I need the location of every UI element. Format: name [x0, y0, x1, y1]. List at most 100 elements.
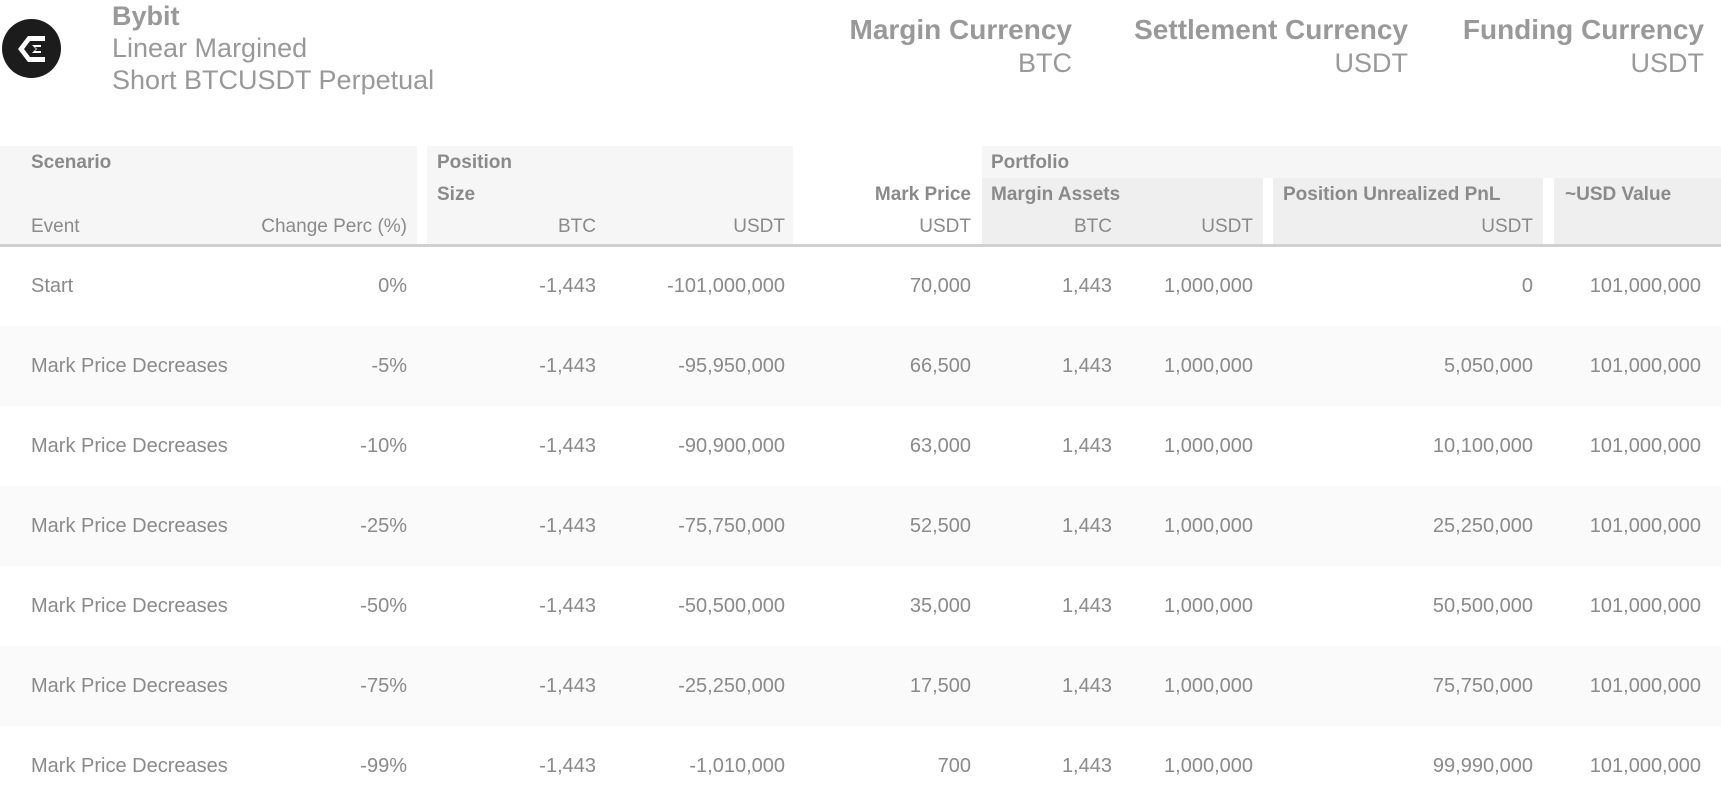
position-size-header: Size — [437, 184, 476, 205]
margin-usdt-cell: 1,000,000 — [1164, 515, 1253, 537]
pnl-cell: 10,100,000 — [1432, 435, 1533, 457]
usd-value-cell: 101,000,000 — [1589, 275, 1701, 297]
portfolio-group-header: Portfolio — [991, 152, 1070, 173]
size-btc-cell: -1,443 — [539, 435, 596, 457]
event-cell: Start — [31, 275, 74, 297]
size-btc-header: BTC — [558, 216, 596, 237]
margin-btc-cell: 1,443 — [1061, 675, 1112, 697]
size-usdt-header: USDT — [733, 216, 785, 237]
mark-price-cell: 35,000 — [909, 595, 971, 617]
size-btc-cell: -1,443 — [539, 595, 596, 617]
usd-value-cell: 101,000,000 — [1589, 355, 1701, 377]
event-cell: Mark Price Decreases — [31, 435, 228, 457]
funding-currency: Funding Currency USDT — [1463, 12, 1704, 78]
mark-price-cell: 63,000 — [909, 435, 971, 457]
size-usdt-cell: -90,900,000 — [678, 435, 785, 457]
table-row: Start 0% -1,443 -101,000,000 70,000 1,443 1,00… — [0, 246, 1721, 326]
margin-currency-label: Margin Currency — [849, 14, 1073, 45]
size-btc-cell: -1,443 — [539, 275, 596, 297]
size-usdt-cell: -75,750,000 — [678, 515, 785, 537]
event-cell: Mark Price Decreases — [31, 675, 228, 697]
margin-usdt-cell: 1,000,000 — [1164, 755, 1253, 777]
margin-usdt-cell: 1,000,000 — [1164, 675, 1253, 697]
usd-value-cell: 101,000,000 — [1589, 515, 1701, 537]
funding-currency-label: Funding Currency — [1462, 14, 1704, 45]
margin-usdt-cell: 1,000,000 — [1164, 595, 1253, 617]
margin-btc-cell: 1,443 — [1061, 595, 1112, 617]
size-usdt-cell: -1,010,000 — [689, 755, 785, 777]
table-row: Mark Price Decreases -50% -1,443 -50,500,00… — [0, 566, 1721, 646]
mark-price-cell: 66,500 — [909, 355, 971, 377]
size-usdt-cell: -95,950,000 — [678, 355, 785, 377]
event-cell: Mark Price Decreases — [31, 355, 228, 377]
pnl-cell: 75,750,000 — [1432, 675, 1533, 697]
size-btc-cell: -1,443 — [539, 355, 596, 377]
margin-btc-cell: 1,443 — [1061, 435, 1112, 457]
change-cell: -5% — [371, 355, 407, 377]
brand-name: Bybit — [112, 1, 180, 31]
mark-price-usdt-header: USDT — [919, 216, 971, 237]
funding-currency-value: USDT — [1630, 48, 1705, 78]
margin-currency: Margin Currency BTC — [850, 12, 1073, 78]
usd-value-cell: 101,000,000 — [1589, 755, 1701, 777]
margin-usdt-cell: 1,000,000 — [1164, 435, 1253, 457]
usd-value-header-bg — [1554, 178, 1721, 244]
change-cell: -25% — [360, 515, 407, 537]
pnl-cell: 50,500,000 — [1432, 595, 1533, 617]
table-row: Mark Price Decreases -5% -1,443 -95,950,000… — [0, 326, 1721, 406]
table-body: Start 0% -1,443 -101,000,000 70,000 1,443 1,00… — [0, 246, 1721, 806]
margin-currency-value: BTC — [1018, 48, 1072, 78]
scenario-header-bg — [0, 146, 417, 244]
margin-btc-cell: 1,443 — [1061, 515, 1112, 537]
margin-btc-cell: 1,443 — [1061, 355, 1112, 377]
size-btc-cell: -1,443 — [539, 515, 596, 537]
pnl-cell: 99,990,000 — [1432, 755, 1533, 777]
size-btc-cell: -1,443 — [539, 675, 596, 697]
pnl-cell: 5,050,000 — [1444, 355, 1533, 377]
margin-usdt-cell: 1,000,000 — [1164, 275, 1253, 297]
margin-type: Linear Margined — [112, 33, 308, 63]
margin-usdt-header: USDT — [1201, 216, 1253, 237]
margin-btc-cell: 1,443 — [1061, 755, 1112, 777]
unrealized-pnl-header-bg — [1273, 178, 1543, 244]
usd-value-header: ~USD Value — [1565, 184, 1672, 205]
usd-value-cell: 101,000,000 — [1589, 435, 1701, 457]
change-cell: -50% — [360, 595, 407, 617]
size-btc-cell: -1,443 — [539, 755, 596, 777]
size-usdt-cell: -25,250,000 — [678, 675, 785, 697]
change-cell: -75% — [360, 675, 407, 697]
exchange-logo — [2, 19, 61, 78]
settlement-currency-label: Settlement Currency — [1134, 14, 1408, 45]
change-column-header: Change Perc (%) — [261, 216, 407, 237]
mark-price-cell: 70,000 — [909, 275, 971, 297]
position-header-bg — [427, 146, 793, 244]
settlement-currency-value: USDT — [1334, 48, 1409, 78]
scenario-group-header: Scenario — [31, 152, 112, 173]
event-cell: Mark Price Decreases — [31, 515, 228, 537]
margin-assets-header-bg — [982, 178, 1263, 244]
contract-name: Short BTCUSDT Perpetual — [112, 65, 435, 95]
exchange-logo-icon — [17, 35, 45, 62]
portfolio-header-bg — [982, 146, 1721, 178]
mark-price-cell: 17,500 — [909, 675, 971, 697]
pnl-usdt-header: USDT — [1481, 216, 1533, 237]
event-cell: Mark Price Decreases — [31, 755, 228, 777]
table-row: Mark Price Decreases -99% -1,443 -1,010,000… — [0, 726, 1721, 806]
mark-price-header: Mark Price — [874, 184, 971, 205]
margin-assets-header: Margin Assets — [991, 184, 1121, 205]
margin-btc-cell: 1,443 — [1061, 275, 1112, 297]
position-group-header: Position — [437, 152, 512, 173]
title-block: Bybit Linear Margined Short BTCUSDT Perp… — [112, 0, 434, 96]
margin-btc-header: BTC — [1074, 216, 1112, 237]
pnl-cell: 25,250,000 — [1432, 515, 1533, 537]
table-row: Mark Price Decreases -25% -1,443 -75,750,00… — [0, 486, 1721, 566]
mark-price-cell: 700 — [937, 755, 971, 777]
pnl-cell: 0 — [1521, 275, 1533, 297]
table-row: Mark Price Decreases -75% -1,443 -25,250,00… — [0, 646, 1721, 726]
event-cell: Mark Price Decreases — [31, 595, 228, 617]
change-cell: -10% — [360, 435, 407, 457]
change-cell: -99% — [360, 755, 407, 777]
usd-value-cell: 101,000,000 — [1589, 595, 1701, 617]
event-column-header: Event — [31, 216, 80, 237]
mark-price-cell: 52,500 — [909, 515, 971, 537]
